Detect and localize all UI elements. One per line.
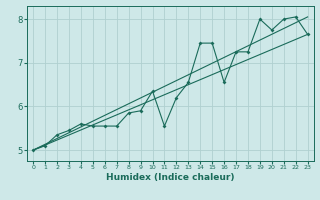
X-axis label: Humidex (Indice chaleur): Humidex (Indice chaleur) xyxy=(106,173,235,182)
